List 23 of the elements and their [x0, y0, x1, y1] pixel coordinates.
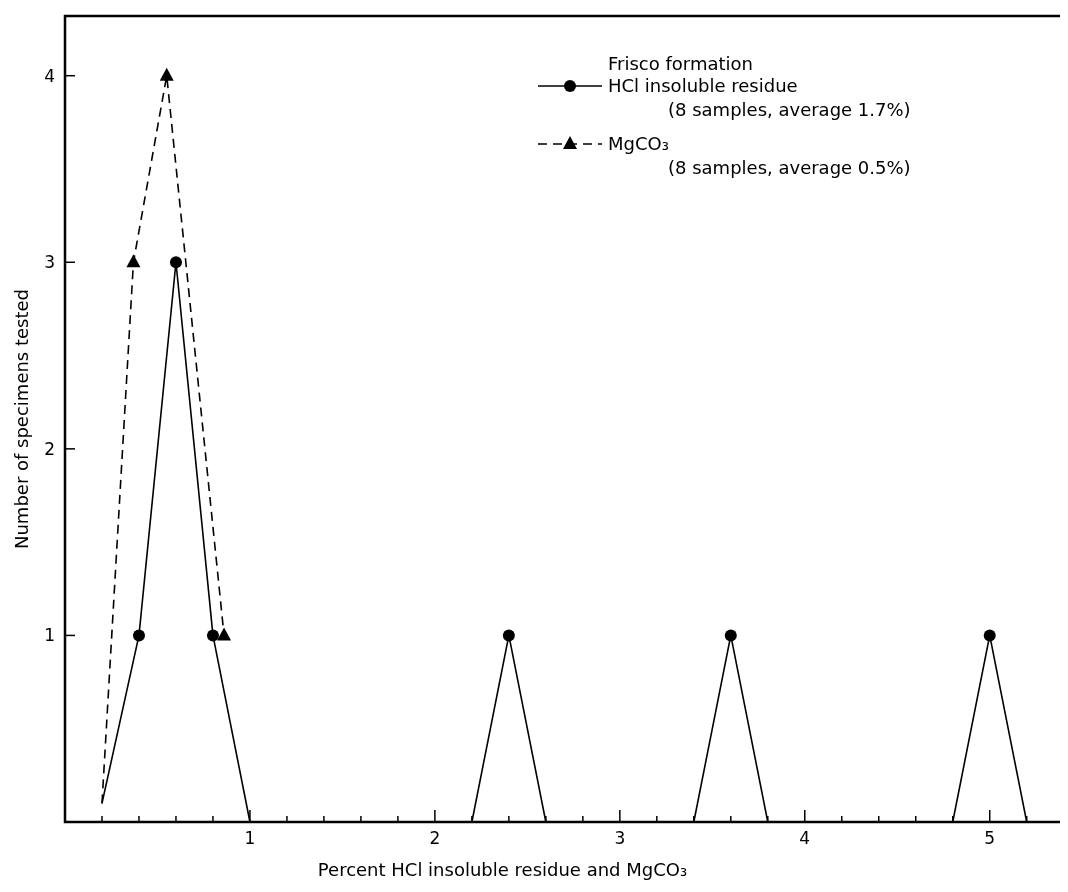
x-tick-label: 2 — [429, 828, 441, 848]
point — [206, 629, 219, 642]
point — [159, 67, 174, 81]
x-tick-label: 5 — [984, 828, 996, 848]
point — [126, 254, 141, 268]
legend-title: Frisco formation — [608, 53, 753, 74]
x-tick-label: 3 — [614, 828, 626, 848]
y-tick-label: 1 — [44, 625, 55, 646]
x-tick-label: 4 — [799, 828, 811, 848]
legend-label: HCl insoluble residue (8 samples, average 1.7%) — [608, 75, 911, 120]
x-tick-label: 1 — [244, 828, 256, 848]
point — [132, 629, 145, 642]
legend-label: MgCO₃ (8 samples, average 0.5%) — [608, 133, 911, 178]
point — [502, 629, 515, 642]
y-axis-title: Number of specimens tested — [11, 288, 32, 550]
y-tick-label: 2 — [44, 438, 55, 459]
x-axis-title: Percent HCl insoluble residue and MgCO₃ — [317, 859, 688, 880]
y-tick-label: 4 — [44, 65, 55, 86]
y-tick-label: 3 — [44, 252, 55, 273]
point — [169, 256, 182, 269]
point — [724, 629, 737, 642]
point — [983, 629, 996, 642]
point — [217, 627, 232, 641]
